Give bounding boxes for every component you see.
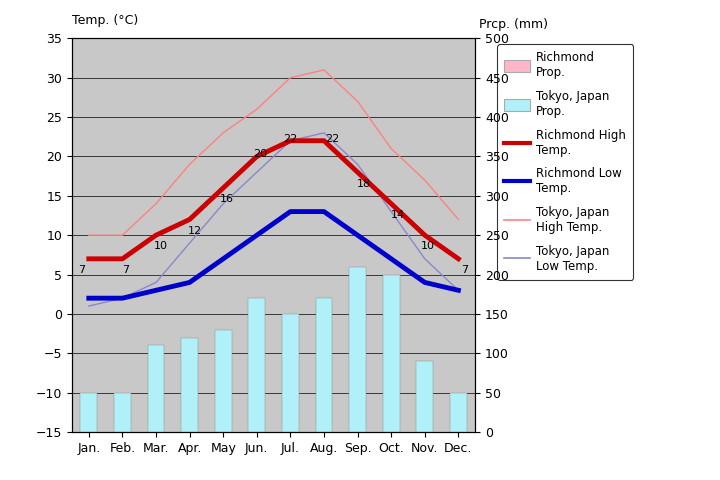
Text: 16: 16 [220, 194, 233, 204]
Text: 14: 14 [391, 210, 405, 220]
Text: 12: 12 [188, 226, 202, 236]
Bar [148, 346, 164, 432]
Bar [114, 393, 131, 432]
Text: 10: 10 [421, 241, 435, 252]
Bar [416, 361, 433, 432]
Bar [248, 298, 265, 432]
Text: 7: 7 [78, 265, 86, 275]
Text: Prcp. (mm): Prcp. (mm) [479, 18, 548, 31]
Text: 18: 18 [357, 179, 372, 189]
Bar [81, 393, 97, 432]
Bar [181, 337, 198, 432]
Bar [450, 393, 467, 432]
Text: 7: 7 [122, 265, 130, 275]
Bar [315, 298, 333, 432]
Legend: Richmond
Prop., Tokyo, Japan
Prop., Richmond High
Temp., Richmond Low
Temp., Tok: Richmond Prop., Tokyo, Japan Prop., Rich… [498, 44, 633, 279]
Bar [282, 314, 299, 432]
Text: 20: 20 [253, 149, 267, 159]
Text: 22: 22 [283, 133, 297, 144]
Bar [215, 330, 232, 432]
Text: 10: 10 [154, 241, 168, 252]
Text: 22: 22 [325, 133, 340, 144]
Bar [349, 267, 366, 432]
Text: 7: 7 [462, 265, 469, 275]
Text: Temp. (°C): Temp. (°C) [72, 13, 138, 26]
Bar [383, 275, 400, 432]
